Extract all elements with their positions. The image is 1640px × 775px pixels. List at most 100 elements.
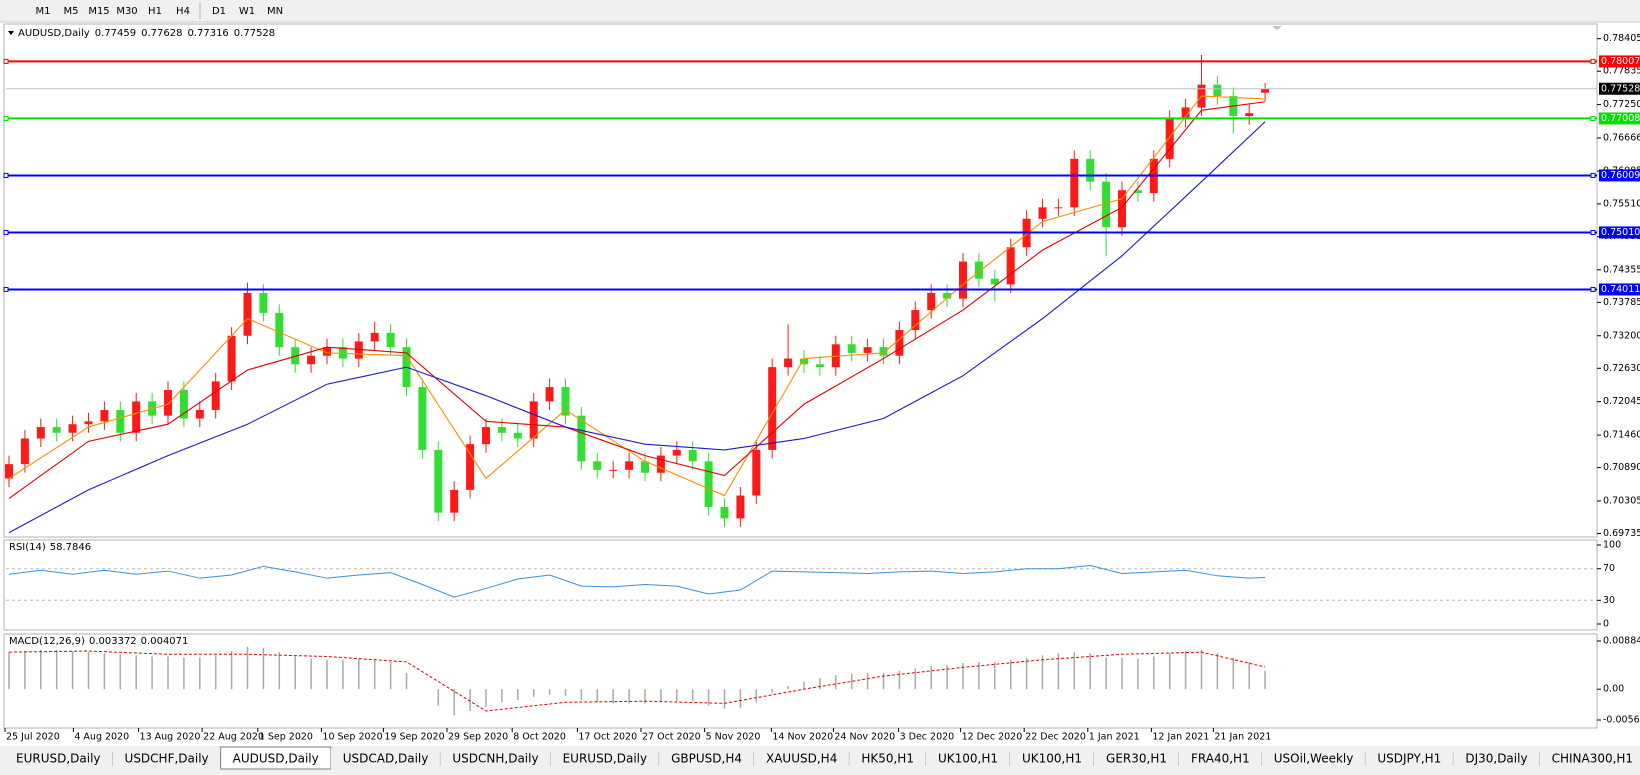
level-label: 0.74011 (1601, 284, 1640, 295)
symbol-tab[interactable] (4, 749, 113, 769)
symbol-tab-label[interactable]: USDCNH,Daily (452, 752, 538, 766)
candle-body (513, 432, 522, 439)
y-tick-label: 0.73200 (1603, 330, 1640, 341)
symbol-tab[interactable] (925, 749, 1010, 769)
symbol-tab[interactable] (330, 749, 441, 769)
candle-body (116, 409, 125, 433)
symbol-tab-label[interactable]: GBPUSD,H4 (671, 752, 742, 766)
macd-tick-label: 0.00 (1603, 684, 1624, 695)
symbol-tab[interactable] (1539, 749, 1640, 769)
macd-tick-label: 0.00884 (1603, 636, 1640, 647)
y-tick-label: 0.72045 (1603, 396, 1640, 407)
symbol-tab[interactable] (659, 749, 754, 769)
level-handle[interactable] (1590, 115, 1596, 121)
x-tick-label: 3 Dec 2020 (900, 732, 955, 743)
symbol-tab[interactable] (1094, 749, 1179, 769)
symbol-tab-label[interactable]: UK100,H1 (1022, 752, 1082, 766)
symbol-tab[interactable] (550, 749, 660, 769)
chart-header: AUDUSD,Daily 0.77459 0.77628 0.77316 0.77528 (18, 28, 275, 39)
y-tick-label: 0.74355 (1603, 264, 1640, 275)
macd-panel (3, 633, 1598, 729)
level-handle[interactable] (3, 286, 9, 292)
timeframe-button[interactable]: D1 (212, 6, 226, 17)
candle-body (577, 415, 586, 462)
candle-body (943, 292, 952, 299)
symbol-tab[interactable] (1179, 749, 1262, 769)
level-handle[interactable] (3, 115, 9, 121)
symbol-tab-label[interactable]: USDJPY,H1 (1377, 752, 1441, 766)
level-handle[interactable] (1590, 58, 1596, 64)
header-field: 0.77528 (234, 28, 275, 39)
symbol-tab-label[interactable]: USDCAD,Daily (343, 752, 429, 766)
header-field: 0.77628 (141, 28, 182, 39)
macd-signal (8, 650, 1266, 712)
level-handle[interactable] (1590, 172, 1596, 178)
symbol-tab-label[interactable]: UK100,H1 (938, 752, 998, 766)
level-handle[interactable] (3, 229, 9, 235)
timeframe-button[interactable]: M30 (116, 6, 137, 17)
candle-body (259, 292, 268, 313)
header-field: 0.77459 (95, 28, 136, 39)
candle-body (815, 364, 824, 368)
candle-body (625, 461, 634, 470)
y-tick-label: 0.71460 (1603, 430, 1640, 441)
symbol-tab-label[interactable]: FRA40,H1 (1191, 752, 1250, 766)
toolbar (0, 0, 1640, 22)
level-handle[interactable] (3, 172, 9, 178)
candle-body (1213, 84, 1222, 97)
symbol-tab-label[interactable]: AUDUSD,Daily (233, 752, 319, 766)
symbol-tab-label[interactable]: EURUSD,Daily (16, 752, 101, 766)
x-tick-label: 29 Sep 2020 (448, 732, 508, 743)
timeframe-button[interactable]: W1 (239, 6, 255, 17)
timeframe-button[interactable]: H4 (176, 6, 190, 17)
header-field: 0.003372 (89, 636, 137, 647)
y-tick-label: 0.69735 (1603, 528, 1640, 539)
timeframe-button[interactable]: M5 (64, 6, 79, 17)
rsi-tick-label: 70 (1603, 563, 1615, 574)
candle-body (323, 347, 331, 356)
symbol-tab-label[interactable]: USOil,Weekly (1274, 752, 1354, 766)
candle-body (275, 312, 284, 348)
symbol-tab[interactable] (849, 749, 926, 769)
symbol-tab-label[interactable]: CHINA300,H1 (1552, 752, 1634, 766)
header-field: RSI(14) (9, 542, 46, 553)
x-tick-label: 27 Oct 2020 (642, 732, 701, 743)
symbol-tab[interactable] (754, 749, 850, 769)
header-field: 0.77316 (187, 28, 228, 39)
x-tick-label: 12 Dec 2020 (962, 732, 1023, 743)
level-handle[interactable] (1590, 286, 1596, 292)
candle-body (84, 421, 93, 425)
symbol-tab[interactable] (112, 749, 221, 769)
timeframe-button[interactable]: M15 (88, 6, 109, 17)
candle-body (211, 381, 220, 410)
candle-body (36, 427, 45, 439)
candle-body (1118, 190, 1126, 228)
symbol-tab-label[interactable]: DJ30,Daily (1465, 752, 1527, 766)
y-tick-label: 0.76666 (1603, 132, 1640, 143)
level-label: 0.76009 (1601, 170, 1640, 181)
timeframe-button[interactable]: M1 (36, 6, 51, 17)
symbol-tab[interactable] (1365, 749, 1454, 769)
candle-body (561, 387, 570, 416)
candle-body (720, 506, 729, 519)
symbol-tab[interactable] (1453, 749, 1540, 769)
symbol-tab-label[interactable]: HK50,H1 (861, 752, 914, 766)
symbol-tab-label[interactable]: XAUUSD,H4 (766, 752, 837, 766)
timeframe-button[interactable]: MN (267, 6, 283, 17)
level-handle[interactable] (1590, 229, 1596, 235)
x-tick-label: 25 Jul 2020 (6, 732, 60, 743)
symbol-tab[interactable] (1010, 749, 1095, 769)
candle-body (497, 427, 506, 433)
symbol-tab-label[interactable]: EURUSD,Daily (563, 752, 648, 766)
candle-body (800, 358, 808, 365)
level-handle[interactable] (3, 58, 9, 64)
symbol-tab-label[interactable]: USDCHF,Daily (125, 752, 209, 766)
symbol-tab[interactable] (1261, 749, 1366, 769)
candle-body (68, 424, 77, 433)
symbol-tab[interactable] (440, 749, 551, 769)
symbol-tab-label[interactable]: GER30,H1 (1106, 752, 1167, 766)
x-tick-label: 1 Sep 2020 (259, 732, 313, 743)
timeframe-button[interactable]: H1 (148, 6, 162, 17)
x-tick-label: 4 Aug 2020 (74, 732, 129, 743)
candle-body (132, 401, 141, 433)
